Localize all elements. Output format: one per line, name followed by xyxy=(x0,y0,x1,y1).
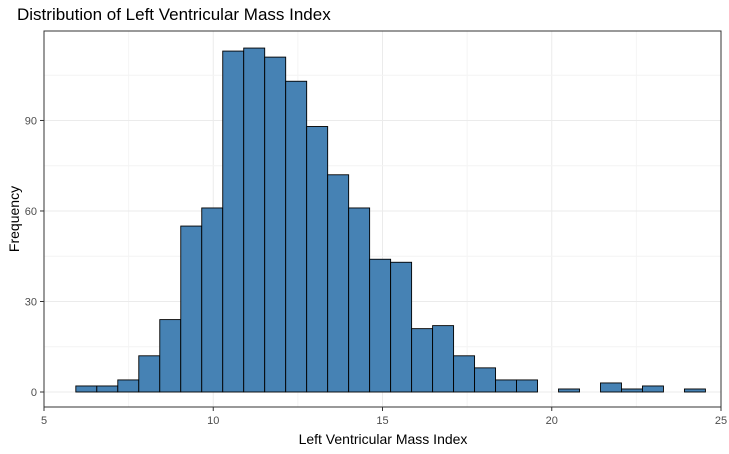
histogram-bar xyxy=(96,385,119,393)
histogram-bar xyxy=(432,325,455,393)
x-tick-label: 25 xyxy=(715,415,727,427)
y-tick-label: 90 xyxy=(25,115,37,127)
histogram-bar xyxy=(306,126,329,393)
chart-title: Distribution of Left Ventricular Mass In… xyxy=(17,5,331,24)
histogram-bar xyxy=(201,207,224,393)
x-tick-label: 5 xyxy=(41,415,47,427)
y-tick-label: 0 xyxy=(31,387,37,399)
histogram-bar xyxy=(516,379,538,393)
histogram-bar xyxy=(453,355,476,393)
histogram-bar xyxy=(159,319,182,393)
histogram-bar xyxy=(390,261,413,393)
y-axis-title: Frequency xyxy=(6,186,22,252)
histogram-bar xyxy=(222,50,245,393)
y-tick-label: 60 xyxy=(25,206,37,218)
histogram-bar xyxy=(75,385,98,393)
histogram-bar xyxy=(285,80,308,393)
histogram-bar xyxy=(411,328,434,393)
histogram-bar xyxy=(138,355,161,393)
histogram-bar xyxy=(369,258,392,393)
x-tick-label: 10 xyxy=(207,415,219,427)
axis-ticks: 5 10 15 20 25 0 30 60 90 xyxy=(25,115,727,427)
histogram-bar xyxy=(642,385,664,393)
histogram-bar xyxy=(474,367,497,393)
x-axis-title: Left Ventricular Mass Index xyxy=(299,431,468,447)
x-tick-label: 15 xyxy=(376,415,388,427)
histogram-bar xyxy=(495,379,517,393)
histogram-bar xyxy=(558,388,580,393)
histogram-bar xyxy=(600,382,622,393)
histogram-bar xyxy=(264,56,287,393)
y-tick-label: 30 xyxy=(25,296,37,308)
histogram-bar xyxy=(683,388,706,393)
histogram-bar xyxy=(180,225,203,393)
histogram-bar xyxy=(621,388,643,393)
histogram-bar xyxy=(327,174,350,393)
histogram-bar xyxy=(348,207,371,393)
histogram-bar xyxy=(243,47,266,393)
histogram-bars xyxy=(75,47,706,393)
x-tick-label: 20 xyxy=(546,415,558,427)
histogram-bar xyxy=(117,379,140,393)
